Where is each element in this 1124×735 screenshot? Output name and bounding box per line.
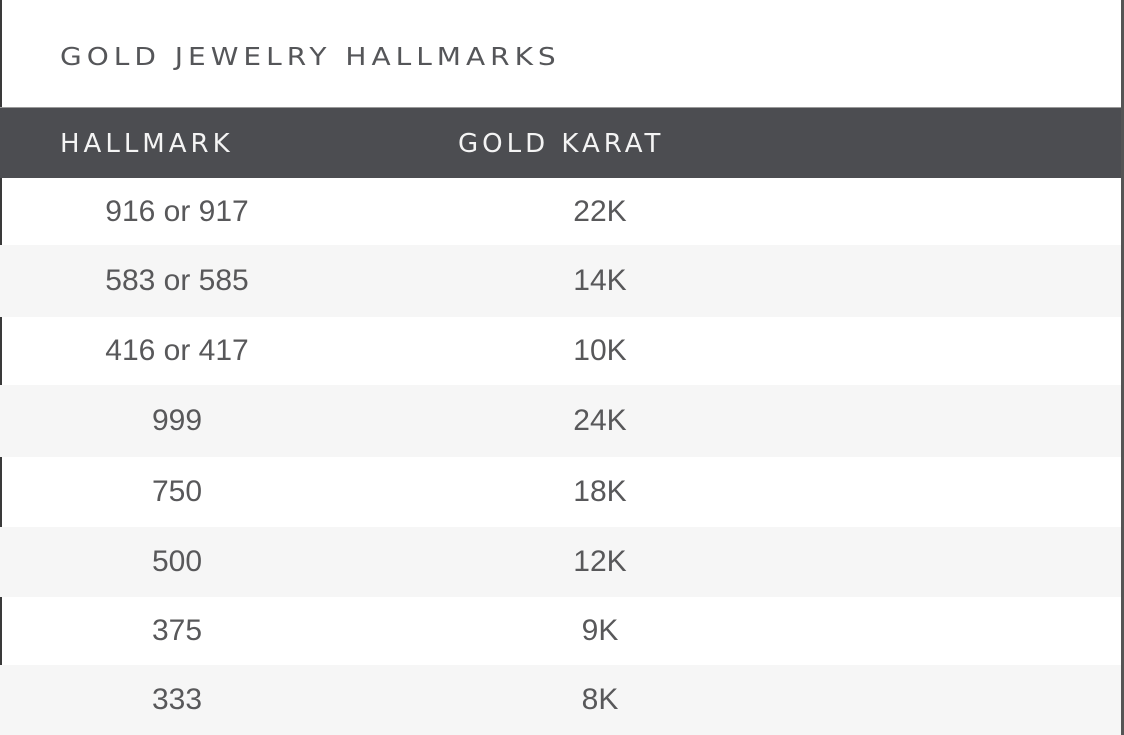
table-row: 333 8K xyxy=(0,665,1121,735)
hallmark-cell: 916 or 917 xyxy=(105,194,249,228)
hallmark-cell: 416 or 417 xyxy=(105,334,249,367)
karat-cell: 12K xyxy=(573,545,627,578)
column-header-hallmark: HALLMARK xyxy=(60,129,234,159)
karat-cell: 14K xyxy=(573,264,627,297)
page-title: GOLD JEWELRY HALLMARKS xyxy=(60,41,561,72)
hallmark-cell: 999 xyxy=(151,404,203,437)
karat-cell: 10K xyxy=(573,334,627,367)
table-row: 375 9K xyxy=(0,597,1121,665)
hallmark-cell: 333 xyxy=(151,683,203,716)
table-header: HALLMARK GOLD KARAT xyxy=(0,107,1121,178)
hallmark-cell: 375 xyxy=(151,614,203,647)
table-row: 916 or 917 22K xyxy=(0,178,1121,245)
karat-cell: 9K xyxy=(581,614,619,647)
hallmark-cell: 500 xyxy=(151,545,203,578)
hallmark-cell: 583 or 585 xyxy=(105,264,249,297)
table-row: 750 18K xyxy=(0,457,1121,527)
karat-cell: 8K xyxy=(581,683,619,716)
table-row: 583 or 585 14K xyxy=(0,245,1121,317)
table-row: 416 or 417 10K xyxy=(0,317,1121,385)
karat-cell: 18K xyxy=(573,475,627,508)
column-header-gold-karat: GOLD KARAT xyxy=(458,129,665,159)
karat-cell: 24K xyxy=(573,404,627,437)
table-row: 999 24K xyxy=(0,385,1121,457)
table-row: 500 12K xyxy=(0,527,1121,597)
karat-cell: 22K xyxy=(573,194,627,228)
hallmark-cell: 750 xyxy=(151,475,203,508)
